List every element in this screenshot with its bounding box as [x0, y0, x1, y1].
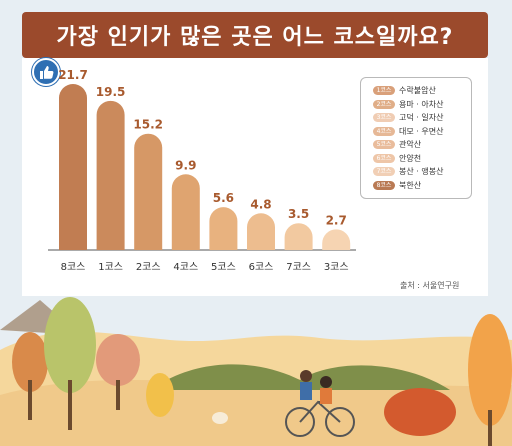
category-label: 3코스: [324, 261, 349, 273]
category-label: 5코스: [211, 261, 236, 273]
legend-label: 수락불암산: [399, 86, 436, 96]
legend-badge: 6코스: [373, 153, 395, 163]
legend-badge: 8코스: [373, 180, 395, 190]
category-label: 7코스: [286, 261, 311, 273]
bar-7코스: [284, 223, 313, 250]
legend-label: 대모 · 우면산: [399, 126, 444, 136]
value-label: 3.5: [288, 207, 309, 221]
legend-item: 6코스 안양천: [373, 152, 471, 166]
category-label: 4코스: [173, 261, 198, 273]
legend-label: 용마 · 아차산: [399, 99, 444, 109]
bar-5코스: [209, 207, 238, 250]
legend-badge: 7코스: [373, 167, 395, 177]
bar-8코스: [59, 84, 87, 250]
bar-2코스: [134, 133, 163, 250]
value-label: 19.5: [96, 85, 126, 99]
value-label: 15.2: [133, 118, 163, 132]
category-label: 2코스: [136, 261, 161, 273]
chart-title: 가장 인기가 많은 곳은 어느 코스일까요?: [56, 25, 454, 50]
legend-item: 2코스 용마 · 아차산: [373, 98, 471, 112]
bar-1코스: [96, 100, 125, 250]
bar-4코스: [171, 174, 200, 250]
legend-badge: 4코스: [373, 126, 395, 136]
legend-label: 봉산 · 앵봉산: [399, 167, 444, 177]
category-label: 1코스: [98, 261, 123, 273]
chart-title-banner: 가장 인기가 많은 곳은 어느 코스일까요?: [22, 12, 488, 58]
legend-item: 5코스 관악산: [373, 138, 471, 152]
value-label: 9.9: [175, 158, 196, 172]
legend-label: 북한산: [399, 180, 422, 190]
legend: 1코스 수락불암산 2코스 용마 · 아차산 3코스 고덕 · 일자산 4코스 대모 · 우면…: [360, 77, 472, 199]
legend-badge: 3코스: [373, 113, 395, 123]
legend-badge: 1코스: [373, 86, 395, 96]
value-label: 4.8: [250, 197, 271, 211]
thumbs-up-icon: [32, 58, 60, 86]
bar-3코스: [322, 229, 351, 250]
legend-badge: 2코스: [373, 99, 395, 109]
legend-item: 7코스 봉산 · 앵봉산: [373, 165, 471, 179]
legend-badge: 5코스: [373, 140, 395, 150]
legend-label: 고덕 · 일자산: [399, 113, 444, 123]
category-label: 6코스: [249, 261, 274, 273]
value-label: 21.7: [58, 68, 88, 82]
legend-label: 관악산: [399, 140, 422, 150]
legend-label: 안양천: [399, 153, 422, 163]
value-label: 5.6: [213, 191, 234, 205]
category-label: 8코스: [61, 261, 86, 273]
value-label: 2.7: [326, 213, 347, 227]
legend-item: 8코스 북한산: [373, 179, 471, 193]
legend-item: 1코스 수락불암산: [373, 84, 471, 98]
legend-item: 4코스 대모 · 우면산: [373, 125, 471, 139]
legend-item: 3코스 고덕 · 일자산: [373, 111, 471, 125]
bar-6코스: [247, 213, 275, 250]
source-note: 출처 : 서울연구원: [400, 281, 460, 290]
